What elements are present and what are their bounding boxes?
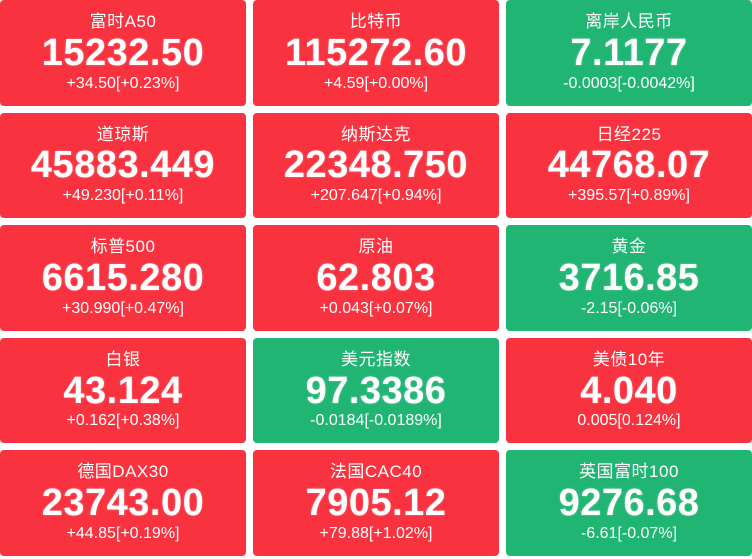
instrument-name: 美元指数 (341, 349, 411, 369)
instrument-name: 标普500 (90, 237, 156, 257)
market-tile-4[interactable]: 纳斯达克 22348.750 +207.647[+0.94%] (253, 112, 499, 219)
instrument-change: -0.0184[-0.0189%] (310, 412, 442, 430)
instrument-price: 44768.07 (547, 144, 711, 187)
instrument-change: -0.0003[-0.0042%] (563, 74, 695, 92)
instrument-name: 日经225 (596, 124, 662, 144)
instrument-name: 德国DAX30 (77, 462, 169, 482)
instrument-name: 纳斯达克 (341, 124, 411, 144)
market-tile-5[interactable]: 日经225 44768.07 +395.57[+0.89%] (506, 112, 752, 219)
market-tile-9[interactable]: 白银 43.124 +0.162[+0.38%] (0, 337, 246, 444)
instrument-name: 比特币 (349, 12, 403, 31)
market-tile-8[interactable]: 黄金 3716.85 -2.15[-0.06%] (506, 225, 752, 331)
instrument-name: 原油 (358, 237, 394, 257)
instrument-name: 美债10年 (592, 349, 666, 369)
market-tile-0[interactable]: 富时A50 15232.50 +34.50[+0.23%] (0, 0, 246, 106)
instrument-price: 22348.750 (283, 144, 469, 187)
instrument-change: +395.57[+0.89%] (568, 187, 690, 205)
market-tile-7[interactable]: 原油 62.803 +0.043[+0.07%] (253, 225, 499, 331)
instrument-price: 9276.68 (558, 482, 700, 525)
market-tile-13[interactable]: 法国CAC40 7905.12 +79.88[+1.02%] (253, 450, 499, 556)
instrument-change: +0.162[+0.38%] (66, 412, 180, 430)
instrument-name: 离岸人民币 (585, 12, 673, 31)
instrument-change: +4.59[+0.00%] (323, 74, 429, 92)
instrument-change: 0.005[0.124%] (577, 412, 681, 430)
instrument-price: 15232.50 (41, 31, 205, 74)
market-tile-1[interactable]: 比特币 115272.60 +4.59[+0.00%] (253, 0, 499, 106)
market-tile-3[interactable]: 道琼斯 45883.449 +49.230[+0.11%] (0, 112, 246, 219)
instrument-price: 97.3386 (305, 369, 447, 412)
instrument-price: 62.803 (316, 256, 436, 299)
instrument-change: +79.88[+1.02%] (319, 524, 433, 542)
market-tile-14[interactable]: 英国富时100 9276.68 -6.61[-0.07%] (506, 450, 752, 556)
market-tile-2[interactable]: 离岸人民币 7.1177 -0.0003[-0.0042%] (506, 0, 752, 106)
instrument-price: 7905.12 (305, 482, 447, 525)
instrument-price: 3716.85 (558, 256, 700, 299)
instrument-name: 富时A50 (89, 12, 157, 31)
market-tile-6[interactable]: 标普500 6615.280 +30.990[+0.47%] (0, 225, 246, 331)
market-tile-12[interactable]: 德国DAX30 23743.00 +44.85[+0.19%] (0, 450, 246, 556)
instrument-name: 道琼斯 (96, 124, 150, 144)
instrument-price: 4.040 (580, 369, 678, 412)
instrument-change: -6.61[-0.07%] (580, 524, 678, 542)
market-tile-10[interactable]: 美元指数 97.3386 -0.0184[-0.0189%] (253, 337, 499, 444)
market-tile-11[interactable]: 美债10年 4.040 0.005[0.124%] (506, 337, 752, 444)
instrument-name: 法国CAC40 (329, 462, 423, 482)
instrument-change: +207.647[+0.94%] (310, 187, 442, 205)
instrument-change: +49.230[+0.11%] (62, 187, 184, 205)
instrument-price: 45883.449 (30, 144, 216, 187)
instrument-price: 6615.280 (41, 256, 205, 299)
instrument-price: 115272.60 (284, 31, 468, 74)
instrument-change: -2.15[-0.06%] (580, 299, 678, 317)
instrument-price: 23743.00 (41, 482, 205, 525)
instrument-name: 黄金 (611, 237, 647, 257)
instrument-price: 7.1177 (570, 31, 688, 74)
instrument-name: 白银 (105, 349, 141, 369)
instrument-change: +34.50[+0.23%] (66, 74, 180, 92)
instrument-change: +44.85[+0.19%] (66, 524, 180, 542)
instrument-change: +30.990[+0.47%] (62, 299, 184, 317)
instrument-change: +0.043[+0.07%] (319, 299, 433, 317)
instrument-price: 43.124 (63, 369, 183, 412)
instrument-name: 英国富时100 (579, 462, 679, 482)
